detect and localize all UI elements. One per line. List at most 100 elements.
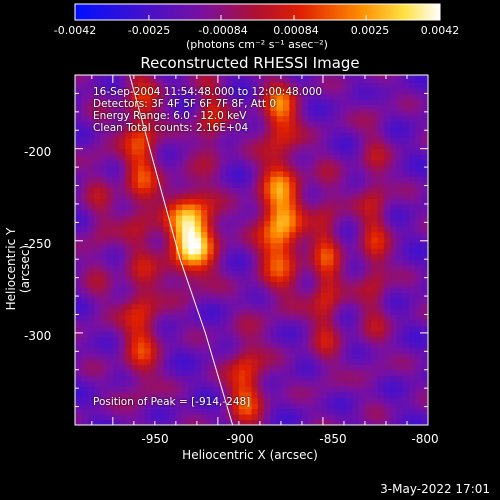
- heatmap-cell: [213, 353, 221, 360]
- heatmap-cell: [87, 143, 95, 150]
- heatmap-cell: [402, 413, 410, 421]
- heatmap-cell: [106, 165, 114, 172]
- heatmap-cell: [106, 264, 114, 271]
- heatmap-cell: [125, 148, 133, 155]
- heatmap-cell: [264, 192, 272, 200]
- heatmap-cell: [314, 380, 322, 387]
- heatmap-cell: [364, 159, 372, 166]
- heatmap-cell: [327, 203, 335, 211]
- heatmap-cell: [131, 104, 139, 111]
- heatmap-cell: [169, 170, 177, 177]
- heatmap-cell: [119, 115, 127, 122]
- heatmap-cell: [383, 353, 391, 360]
- heatmap-cell: [112, 380, 120, 387]
- heatmap-cell: [131, 76, 139, 83]
- heatmap-cell: [390, 303, 398, 310]
- heatmap-cell: [219, 82, 227, 89]
- heatmap-cell: [194, 353, 202, 360]
- heatmap-cell: [138, 159, 145, 166]
- heatmap-cell: [156, 198, 164, 205]
- heatmap-cell: [270, 187, 278, 194]
- heatmap-cell: [377, 303, 385, 310]
- heatmap-cell: [219, 231, 227, 238]
- heatmap-cell: [289, 87, 297, 95]
- heatmap-cell: [320, 369, 328, 376]
- heatmap-cell: [377, 126, 385, 133]
- heatmap-cell: [402, 264, 410, 271]
- heatmap-cell: [112, 226, 120, 233]
- heatmap-cell: [358, 93, 366, 100]
- heatmap-cell: [119, 375, 127, 382]
- heatmap-cell: [257, 203, 265, 211]
- heatmap-cell: [93, 209, 101, 216]
- heatmap-cell: [352, 115, 360, 122]
- heatmap-cell: [75, 347, 82, 354]
- heatmap-cell: [163, 303, 171, 310]
- heatmap-cell: [138, 148, 145, 155]
- heatmap-cell: [112, 253, 120, 260]
- heatmap-cell: [163, 314, 171, 321]
- heatmap-cell: [138, 364, 145, 371]
- heatmap-cell: [150, 297, 158, 305]
- heatmap-cell: [119, 126, 127, 133]
- heatmap-cell: [327, 369, 335, 376]
- heatmap-cell: [383, 104, 391, 111]
- heatmap-cell: [219, 170, 227, 177]
- heatmap-cell: [100, 419, 108, 425]
- heatmap-cell: [156, 275, 164, 282]
- heatmap-cell: [106, 347, 114, 354]
- heatmap-cell: [213, 226, 221, 233]
- heatmap-cell: [81, 342, 89, 349]
- heatmap-cell: [207, 336, 215, 343]
- heatmap-cell: [201, 380, 208, 387]
- heatmap-cell: [182, 121, 190, 128]
- heatmap-cell: [112, 137, 120, 144]
- heatmap-cell: [358, 380, 366, 387]
- heatmap-cell: [251, 320, 259, 327]
- heatmap-cell: [207, 82, 215, 89]
- heatmap-cell: [219, 275, 227, 282]
- heatmap-cell: [346, 82, 353, 89]
- heatmap-cell: [352, 220, 360, 227]
- heatmap-cell: [383, 308, 391, 316]
- heatmap-cell: [163, 281, 171, 288]
- heatmap-cell: [182, 132, 190, 139]
- heatmap-cell: [106, 358, 114, 365]
- heatmap-cell: [194, 159, 202, 166]
- heatmap-cell: [421, 386, 428, 393]
- heatmap-cell: [150, 176, 158, 183]
- heatmap-cell: [276, 275, 284, 282]
- heatmap-cell: [283, 275, 290, 282]
- heatmap-cell: [131, 253, 139, 260]
- heatmap-cell: [327, 408, 335, 415]
- heatmap-cell: [295, 264, 303, 271]
- heatmap-cell: [396, 237, 404, 244]
- heatmap-cell: [150, 325, 158, 332]
- heatmap-cell: [112, 181, 120, 188]
- heatmap-cell: [163, 369, 171, 376]
- heatmap-cell: [106, 110, 114, 117]
- heatmap-cell: [125, 176, 133, 183]
- heatmap-cell: [327, 320, 335, 327]
- heatmap-cell: [156, 203, 164, 211]
- heatmap-cell: [327, 209, 335, 216]
- heatmap-cell: [175, 308, 183, 316]
- heatmap-cell: [201, 331, 208, 338]
- heatmap-cell: [390, 380, 398, 387]
- heatmap-cell: [138, 331, 145, 338]
- heatmap-cell: [207, 75, 215, 78]
- heatmap-cell: [100, 159, 108, 166]
- heatmap-cell: [421, 215, 428, 222]
- heatmap-cell: [270, 253, 278, 260]
- heatmap-cell: [377, 391, 385, 398]
- heatmap-cell: [402, 231, 410, 238]
- heatmap-cell: [377, 137, 385, 144]
- heatmap-cell: [295, 226, 303, 233]
- heatmap-cell: [270, 220, 278, 227]
- heatmap-cell: [346, 369, 353, 376]
- heatmap-cell: [238, 397, 246, 404]
- heatmap-cell: [232, 281, 240, 288]
- heatmap-cell: [402, 270, 410, 277]
- heatmap-cell: [257, 336, 265, 343]
- heatmap-cell: [93, 380, 101, 387]
